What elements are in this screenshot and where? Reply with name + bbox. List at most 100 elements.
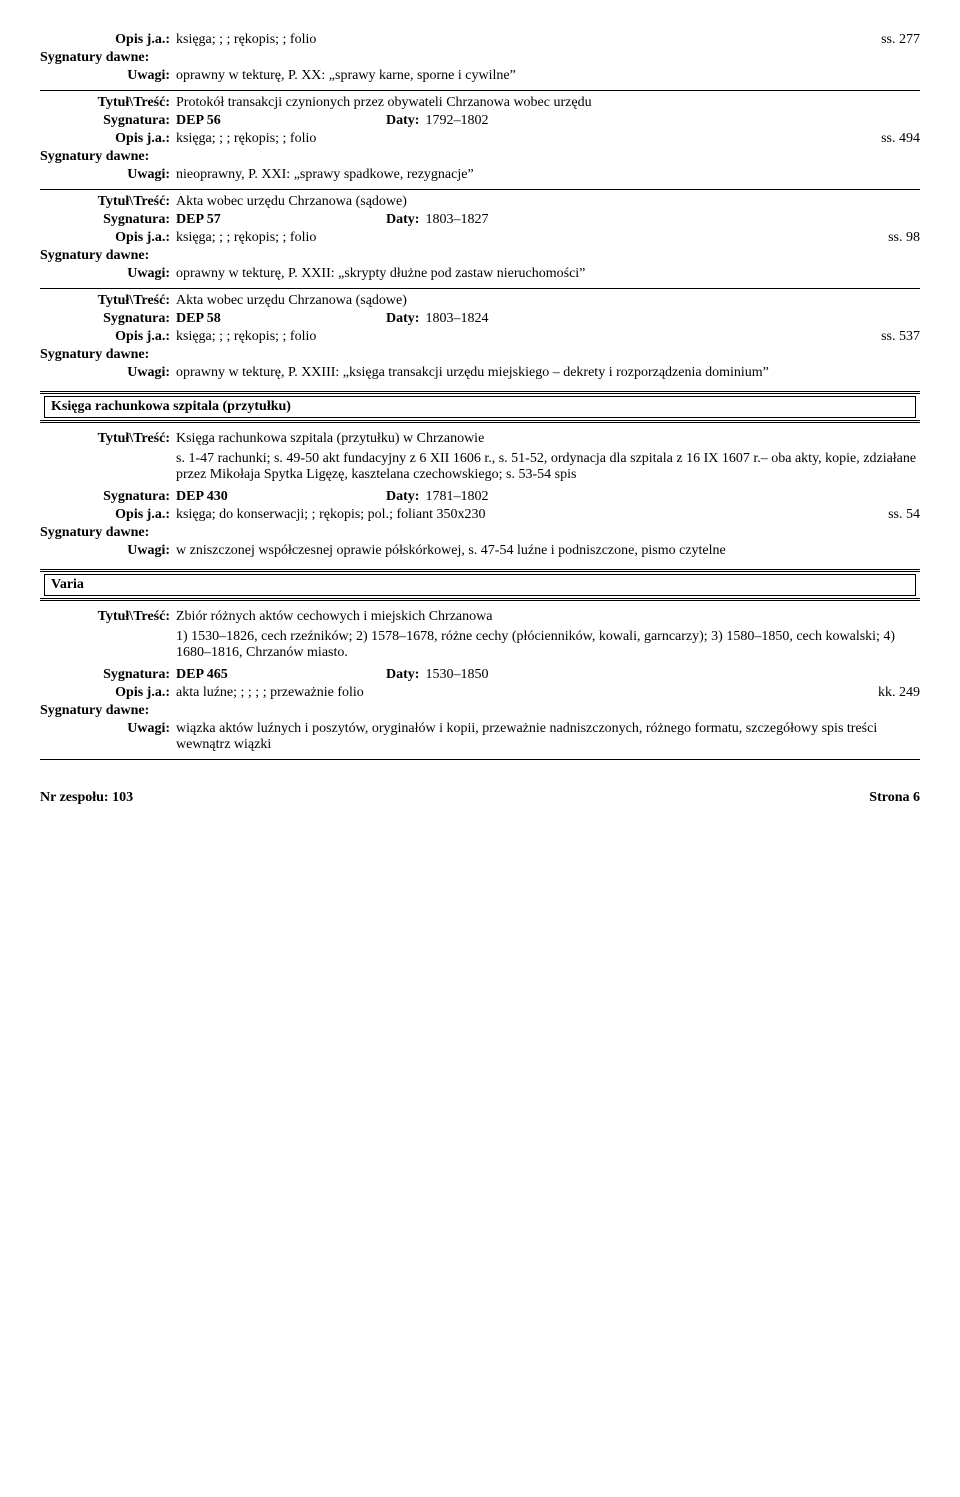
opis-row: Opis j.a.: księga; do konserwacji; ; ręk… [40,507,920,523]
entry-block: Tytuł\Treść: Księga rachunkowa szpitala … [40,431,920,559]
uwagi-row: Uwagi: oprawny w tekturę, P. XXII: „skry… [40,266,920,282]
uwagi-label: Uwagi: [40,721,176,737]
section-heading-varia: Varia [40,569,920,601]
pages-value: ss. 494 [850,131,920,147]
pages-value: ss. 54 [850,507,920,523]
daty-value: 1803–1827 [425,212,488,228]
opis-label: Opis j.a.: [40,131,176,147]
sygnatura-label: Sygnatura: [40,311,176,327]
sig-dawne-label: Sygnatury dawne: [40,149,920,165]
sygnatura-value: DEP 57 [176,212,386,228]
description-text: s. 1-47 rachunki; s. 49-50 akt fundacyjn… [176,451,920,483]
entry-block: Tytuł\Treść: Akta wobec urzędu Chrzanowa… [40,194,920,282]
sygnatura-label: Sygnatura: [40,212,176,228]
opis-label: Opis j.a.: [40,32,176,48]
entry-block: Opis j.a.: księga; ; ; rękopis; ; folio … [40,32,920,84]
uwagi-row: Uwagi: oprawny w tekturę, P. XX: „sprawy… [40,68,920,84]
divider [40,90,920,91]
tytul-row: Tytuł\Treść: Akta wobec urzędu Chrzanowa… [40,194,920,210]
pages-value: ss. 277 [850,32,920,48]
daty-value: 1781–1802 [425,489,488,505]
daty-value: 1803–1824 [425,311,488,327]
section-heading-text: Księga rachunkowa szpitala (przytułku) [44,396,916,418]
uwagi-row: Uwagi: nieoprawny, P. XXI: „sprawy spadk… [40,167,920,183]
uwagi-value: oprawny w tekturę, P. XXIII: „księga tra… [176,365,920,381]
daty-label: Daty: [386,311,425,327]
daty-value: 1792–1802 [425,113,488,129]
tytul-value: Akta wobec urzędu Chrzanowa (sądowe) [176,194,920,210]
tytul-label: Tytuł\Treść: [40,293,176,309]
opis-value: księga; do konserwacji; ; rękopis; pol.;… [176,507,850,523]
opis-row: Opis j.a.: księga; ; ; rękopis; ; folio … [40,230,920,246]
opis-value: księga; ; ; rękopis; ; folio [176,32,850,48]
sig-dawne-label: Sygnatury dawne: [40,525,920,541]
opis-row: Opis j.a.: akta luźne; ; ; ; ; przeważni… [40,685,920,701]
sig-dawne-label: Sygnatury dawne: [40,248,920,264]
section-heading-text: Varia [44,574,916,596]
sygnatura-value: DEP 56 [176,113,386,129]
tytul-value: Księga rachunkowa szpitala (przytułku) w… [176,431,920,447]
opis-value: księga; ; ; rękopis; ; folio [176,329,850,345]
sygnatura-label: Sygnatura: [40,113,176,129]
footer-left: Nr zespołu: 103 [40,790,133,806]
divider [40,759,920,760]
tytul-row: Tytuł\Treść: Akta wobec urzędu Chrzanowa… [40,293,920,309]
sig-dates-row: Sygnatura: DEP 57 Daty: 1803–1827 [40,212,920,228]
sygnatura-value: DEP 58 [176,311,386,327]
footer-right: Strona 6 [869,790,920,806]
tytul-value: Protokół transakcji czynionych przez oby… [176,95,920,111]
daty-label: Daty: [386,113,425,129]
uwagi-row: Uwagi: oprawny w tekturę, P. XXIII: „ksi… [40,365,920,381]
daty-label: Daty: [386,667,425,683]
opis-row: Opis j.a.: księga; ; ; rękopis; ; folio … [40,131,920,147]
uwagi-label: Uwagi: [40,68,176,84]
uwagi-value: oprawny w tekturę, P. XXII: „skrypty dłu… [176,266,920,282]
opis-label: Opis j.a.: [40,685,176,701]
sig-dawne-label: Sygnatury dawne: [40,50,920,66]
sygnatura-value: DEP 430 [176,489,386,505]
opis-value: akta luźne; ; ; ; ; przeważnie folio [176,685,850,701]
entry-block: Tytuł\Treść: Akta wobec urzędu Chrzanowa… [40,293,920,381]
uwagi-label: Uwagi: [40,167,176,183]
tytul-label: Tytuł\Treść: [40,609,176,625]
pages-value: ss. 537 [850,329,920,345]
opis-row: Opis j.a.: księga; ; ; rękopis; ; folio … [40,329,920,345]
tytul-value: Akta wobec urzędu Chrzanowa (sądowe) [176,293,920,309]
daty-value: 1530–1850 [425,667,488,683]
uwagi-value: nieoprawny, P. XXI: „sprawy spadkowe, re… [176,167,920,183]
entry-block: Tytuł\Treść: Zbiór różnych aktów cechowy… [40,609,920,753]
sig-dates-row: Sygnatura: DEP 430 Daty: 1781–1802 [40,489,920,505]
opis-value: księga; ; ; rękopis; ; folio [176,131,850,147]
tytul-row: Tytuł\Treść: Protokół transakcji czynion… [40,95,920,111]
tytul-value: Zbiór różnych aktów cechowych i miejskic… [176,609,920,625]
sig-dates-row: Sygnatura: DEP 58 Daty: 1803–1824 [40,311,920,327]
sig-dates-row: Sygnatura: DEP 465 Daty: 1530–1850 [40,667,920,683]
sygnatura-label: Sygnatura: [40,667,176,683]
pages-value: ss. 98 [850,230,920,246]
pages-value: kk. 249 [850,685,920,701]
tytul-label: Tytuł\Treść: [40,431,176,447]
tytul-label: Tytuł\Treść: [40,95,176,111]
description-text: 1) 1530–1826, cech rzeźników; 2) 1578–16… [176,629,920,661]
sygnatura-value: DEP 465 [176,667,386,683]
tytul-row: Tytuł\Treść: Księga rachunkowa szpitala … [40,431,920,447]
uwagi-value: oprawny w tekturę, P. XX: „sprawy karne,… [176,68,920,84]
sig-dawne-label: Sygnatury dawne: [40,347,920,363]
section-heading-ksiega: Księga rachunkowa szpitala (przytułku) [40,391,920,423]
opis-label: Opis j.a.: [40,329,176,345]
uwagi-row: Uwagi: wiązka aktów luźnych i poszytów, … [40,721,920,753]
tytul-row: Tytuł\Treść: Zbiór różnych aktów cechowy… [40,609,920,625]
uwagi-row: Uwagi: w zniszczonej współczesnej oprawi… [40,543,920,559]
uwagi-label: Uwagi: [40,365,176,381]
page-footer: Nr zespołu: 103 Strona 6 [40,790,920,806]
tytul-label: Tytuł\Treść: [40,194,176,210]
divider [40,189,920,190]
entry-block: Tytuł\Treść: Protokół transakcji czynion… [40,95,920,183]
divider [40,288,920,289]
opis-row: Opis j.a.: księga; ; ; rękopis; ; folio … [40,32,920,48]
opis-label: Opis j.a.: [40,507,176,523]
uwagi-label: Uwagi: [40,266,176,282]
sig-dawne-label: Sygnatury dawne: [40,703,920,719]
opis-value: księga; ; ; rękopis; ; folio [176,230,850,246]
sygnatura-label: Sygnatura: [40,489,176,505]
